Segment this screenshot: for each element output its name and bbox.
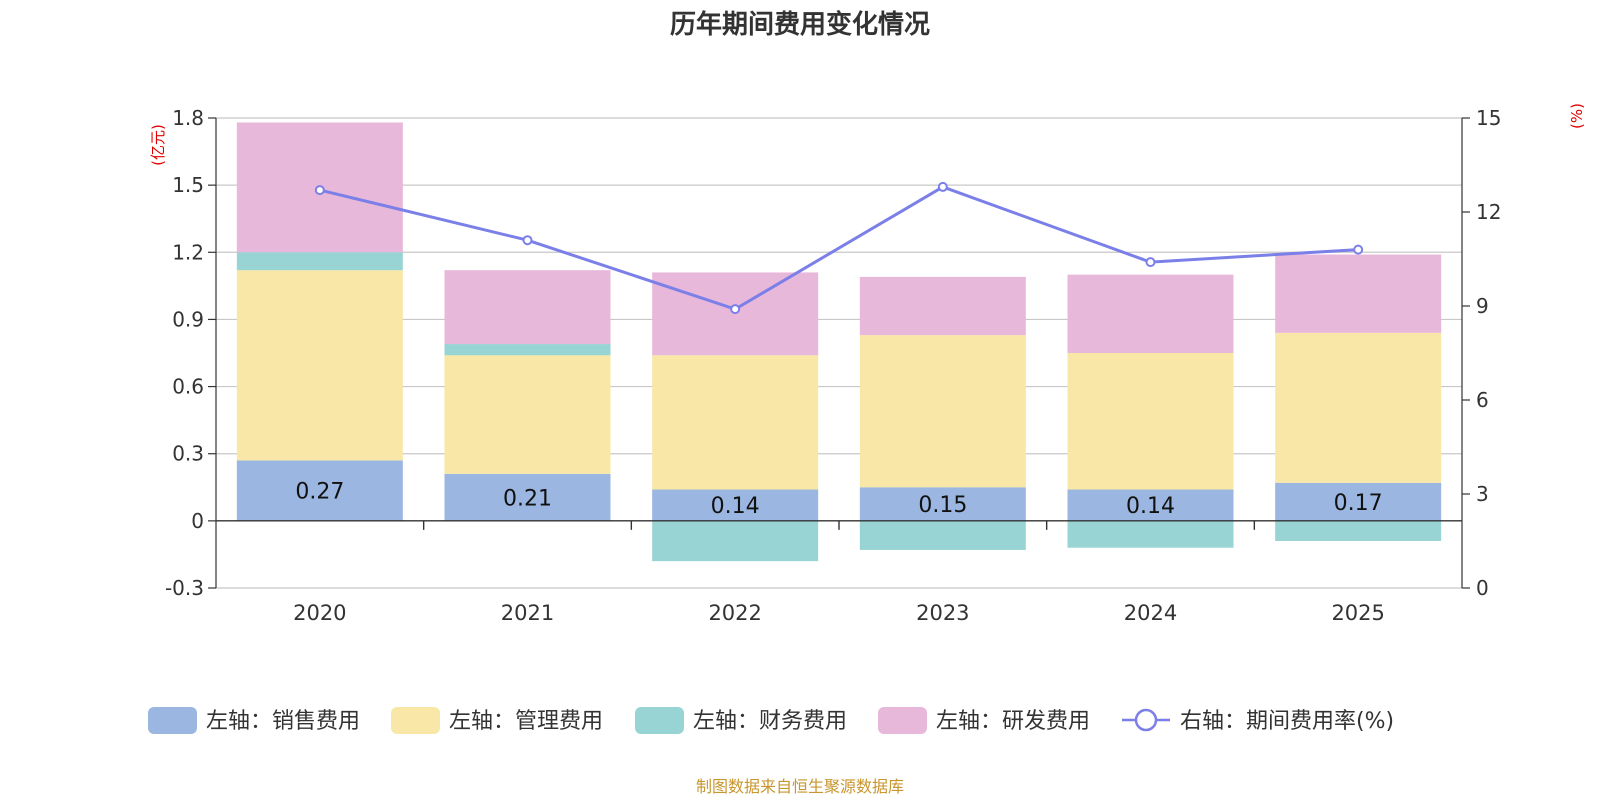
data-label: 0.21 (503, 486, 552, 511)
bar-2021 (444, 355, 611, 474)
data-label: 0.15 (918, 493, 967, 518)
x-tick-label: 2025 (1331, 601, 1384, 625)
rate-point (937, 181, 948, 192)
rate-line (314, 181, 1364, 315)
left-tick-label: 0.6 (172, 375, 204, 399)
data-label: 0.14 (711, 494, 760, 519)
data-labels: 0.27 0.21 0.14 0.15 0.14 0.17 (295, 480, 1382, 520)
legend-marker (1134, 708, 1158, 732)
legend-label: 右轴：期间费用率(%) (1180, 709, 1394, 734)
bar-2023 (859, 335, 1026, 488)
left-tick-label: 0.3 (172, 442, 204, 466)
rate-point (1353, 244, 1364, 255)
bar-2020 (236, 460, 403, 521)
rate-point (1145, 257, 1156, 268)
data-label: 0.17 (1334, 491, 1383, 516)
x-tick-label: 2024 (1124, 601, 1177, 625)
legend-swatch (391, 707, 440, 734)
rate-line-path (319, 185, 1359, 311)
legend-label: 左轴：财务费用 (693, 709, 847, 734)
x-tick-label: 2022 (708, 601, 761, 625)
bar-2024 (1067, 353, 1234, 490)
right-axis-unit: (%) (1568, 103, 1586, 129)
grid-lines (216, 117, 1462, 589)
legend-label: 左轴：研发费用 (936, 709, 1090, 734)
legend-swatch (148, 707, 197, 734)
left-axis-unit: (亿元) (149, 124, 167, 166)
rate-point (730, 304, 741, 315)
right-tick-label: 6 (1476, 388, 1489, 412)
source-note: 制图数据来自恒生聚源数据库 (696, 777, 904, 796)
left-tick-label: 0 (191, 509, 204, 533)
axes: 1.8 1.5 1.2 0.9 0.6 0.3 0 -0.3 15 12 9 6 3 0 2020 2021 2… (165, 106, 1501, 625)
bar-marks (236, 122, 1442, 562)
left-tick-label: 0.9 (172, 307, 204, 331)
bar-2024 (1067, 274, 1234, 353)
x-tick-label: 2020 (293, 601, 346, 625)
bar-2022 (652, 520, 819, 562)
left-tick-label: 1.5 (172, 173, 204, 197)
bar-2025 (1275, 332, 1442, 483)
legend-swatch (878, 707, 927, 734)
bar-2024 (1067, 520, 1234, 548)
bar-2021 (444, 473, 611, 521)
bar-2020 (236, 270, 403, 461)
legend-label: 左轴：管理费用 (449, 709, 603, 734)
right-tick-label: 15 (1476, 106, 1501, 130)
left-tick-label: -0.3 (165, 576, 204, 600)
bar-2023 (859, 276, 1026, 336)
bar-2022 (652, 355, 819, 490)
bar-2022 (652, 489, 819, 521)
rate-point (314, 185, 325, 196)
data-label: 0.14 (1126, 494, 1175, 519)
bar-2025 (1275, 482, 1442, 521)
chart-title: 历年期间费用变化情况 (670, 9, 930, 40)
bar-2025 (1275, 520, 1442, 541)
legend-swatch (635, 707, 684, 734)
legend: 左轴：销售费用 左轴：管理费用 左轴：财务费用 左轴：研发费用 右轴：期间费用率(%) (148, 707, 1394, 734)
right-tick-label: 0 (1476, 576, 1489, 600)
bar-2024 (1067, 489, 1234, 521)
legend-label: 左轴：销售费用 (206, 709, 360, 734)
x-tick-label: 2021 (501, 601, 554, 625)
right-tick-label: 12 (1476, 200, 1501, 224)
left-tick-label: 1.2 (172, 240, 204, 264)
left-tick-label: 1.8 (172, 106, 204, 130)
bar-2023 (859, 520, 1026, 550)
right-tick-label: 9 (1476, 294, 1489, 318)
data-label: 0.27 (295, 480, 344, 505)
bar-2023 (859, 487, 1026, 521)
x-tick-label: 2023 (916, 601, 969, 625)
bar-2021 (444, 344, 611, 356)
right-tick-label: 3 (1476, 482, 1489, 506)
bar-2025 (1275, 254, 1442, 333)
bar-2020 (236, 252, 403, 271)
bar-2021 (444, 270, 611, 345)
rate-point (522, 235, 533, 246)
